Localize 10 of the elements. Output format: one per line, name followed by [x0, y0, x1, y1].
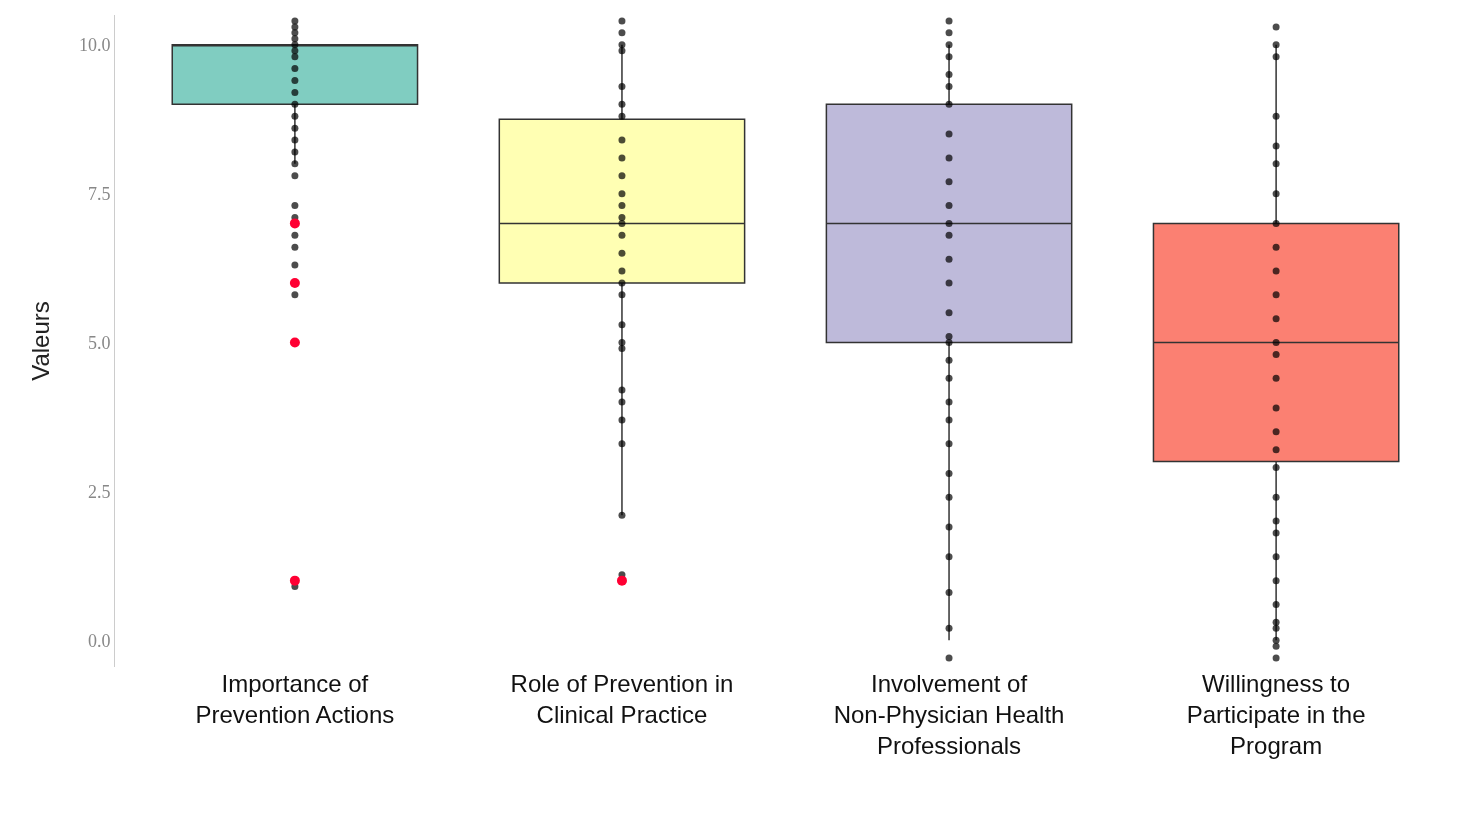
- x-tick-label: Role of Prevention in Clinical Practice: [510, 670, 734, 729]
- y-tick-label: 5.0: [87, 332, 111, 353]
- y-axis-title: Valeurs: [27, 301, 54, 381]
- y-tick-label: 10.0: [78, 35, 111, 56]
- y-tick-label: 2.5: [87, 481, 111, 502]
- x-tick-label: Involvement of Non-Physician Health Professionals: [833, 670, 1065, 760]
- y-tick-label: 7.5: [87, 183, 111, 204]
- x-tick-label: Importance of Prevention Actions: [195, 670, 395, 729]
- y-tick-label: 0.0: [87, 630, 111, 651]
- x-tick-label: Willingness to Participate in the Program: [1186, 670, 1366, 760]
